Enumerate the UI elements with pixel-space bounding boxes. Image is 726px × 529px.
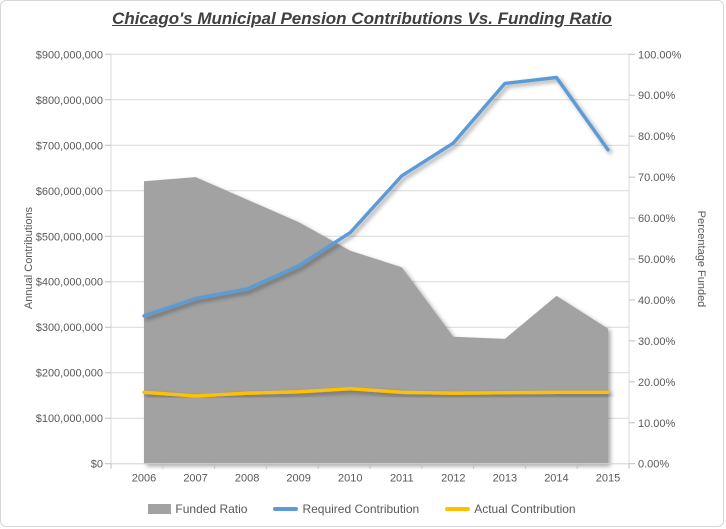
legend-label: Actual Contribution [474,502,576,516]
legend-item-funded-ratio: Funded Ratio [148,502,247,516]
left-axis-tick-label: $600,000,000 [36,186,103,198]
right-axis-tick-label: 100.00% [638,49,682,61]
chart-title: Chicago's Municipal Pension Contribution… [112,9,612,28]
left-axis-title: Annual Contributions [23,206,35,310]
left-axis-tick-label: $100,000,000 [36,413,103,425]
line-series-actual-contribution [142,386,610,398]
left-axis-tick-label: $800,000,000 [36,95,103,107]
right-axis-tick-label: 60.00% [638,213,676,225]
axes [105,53,635,469]
right-axis-tick-label: 70.00% [638,172,676,184]
x-axis-tick-label: 2006 [132,473,156,485]
required-contribution-swatch-icon [273,507,299,511]
x-axis-tick-label: 2012 [441,473,465,485]
x-axis-tick-label: 2015 [596,473,620,485]
x-axis-tick-label: 2010 [338,473,362,485]
x-axis-tick-label: 2011 [390,473,414,485]
x-axis-tick-label: 2008 [235,473,259,485]
area-series-funded-ratio [144,177,608,464]
legend-label: Required Contribution [302,502,420,516]
axis-tick-labels: $900,000,000 $800,000,000 $700,000,000 $600… [36,49,682,484]
legend-item-actual-contribution: Actual Contribution [445,502,576,516]
left-axis-tick-label: $400,000,000 [36,277,103,289]
x-axis-tick-label: 2014 [544,473,568,485]
left-axis-tick-label: $900,000,000 [36,49,103,61]
right-axis-tick-label: 40.00% [638,295,676,307]
left-axis-tick-label: $200,000,000 [36,368,103,380]
right-axis-tick-label: 10.00% [638,418,676,430]
left-axis-tick-label: $0 [91,459,103,471]
x-axis-tick-label: 2013 [493,473,517,485]
chart-legend: Funded Ratio Required Contribution Actua… [1,502,723,516]
series-layer [142,75,610,464]
right-axis-tick-label: 0.00% [638,459,669,471]
legend-item-required-contribution: Required Contribution [273,502,419,516]
right-axis-tick-label: 50.00% [638,254,676,266]
right-axis-title: Percentage Funded [695,210,707,308]
right-axis-tick-label: 30.00% [638,336,676,348]
x-axis-tick-label: 2007 [183,473,207,485]
x-axis-tick-label: 2009 [286,473,310,485]
line-series-required-contribution [142,75,610,318]
left-axis-tick-label: $700,000,000 [36,140,103,152]
right-axis-tick-label: 20.00% [638,377,676,389]
left-axis-tick-label: $500,000,000 [36,231,103,243]
funded-ratio-swatch-icon [148,504,172,514]
right-axis-tick-label: 90.00% [638,90,676,102]
right-axis-tick-label: 80.00% [638,131,676,143]
legend-label: Funded Ratio [175,502,248,516]
actual-contribution-swatch-icon [445,507,471,511]
left-axis-tick-label: $300,000,000 [36,322,103,334]
